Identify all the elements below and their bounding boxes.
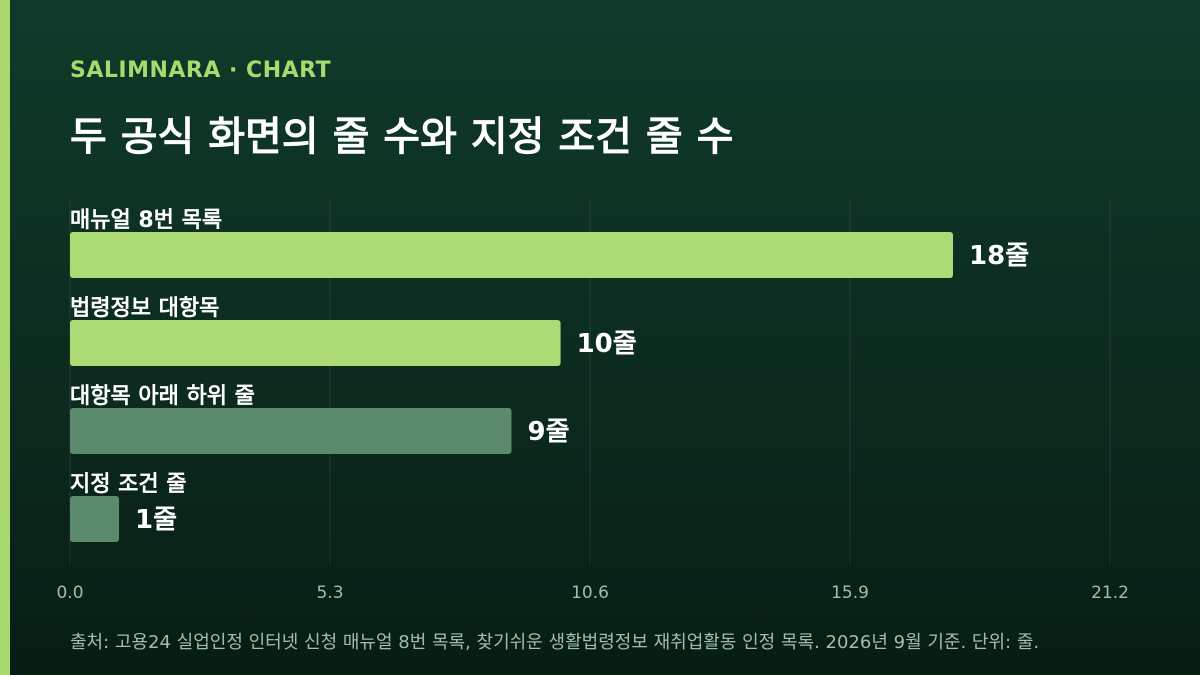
x-tick-label: 0.0 <box>56 583 83 603</box>
category-label: 법령정보 대항목 <box>70 296 219 321</box>
chart-title: 두 공식 화면의 줄 수와 지정 조건 줄 수 <box>70 114 734 160</box>
data-label: 18줄 <box>969 241 1029 271</box>
bar <box>70 232 954 278</box>
source-note: 출처: 고용24 실업인정 인터넷 신청 매뉴얼 8번 목록, 찾기쉬운 생활법… <box>70 632 1040 653</box>
bar <box>70 320 561 366</box>
bar <box>70 408 512 454</box>
category-label: 대항목 아래 하위 줄 <box>70 384 255 409</box>
category-label: 지정 조건 줄 <box>70 472 187 497</box>
x-tick-label: 10.6 <box>571 583 609 603</box>
data-label: 9줄 <box>528 417 570 447</box>
category-label: 매뉴얼 8번 목록 <box>70 208 222 233</box>
brand-label: SALIMNARA · CHART <box>70 58 332 83</box>
accent-rail <box>0 0 10 675</box>
data-label: 10줄 <box>577 329 637 359</box>
x-tick-label: 5.3 <box>316 583 343 603</box>
data-label: 1줄 <box>135 505 177 535</box>
x-tick-label: 15.9 <box>831 583 869 603</box>
bar <box>70 496 120 542</box>
x-tick-label: 21.2 <box>1091 583 1129 603</box>
x-axis-ticks: 0.0 5.3 10.6 15.9 21.2 <box>56 583 1128 603</box>
